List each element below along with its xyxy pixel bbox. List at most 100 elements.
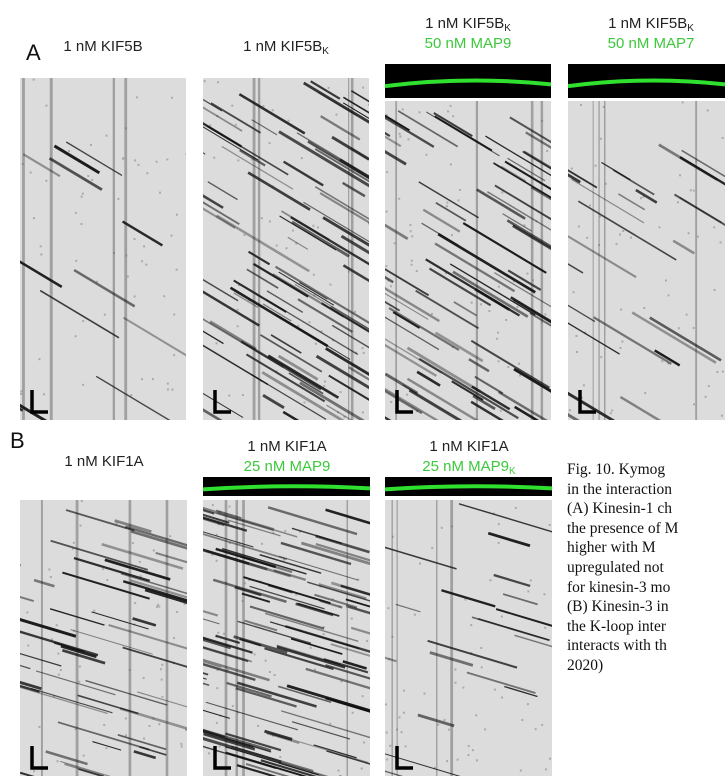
noise — [134, 602, 136, 604]
map-image — [385, 477, 552, 496]
noise — [722, 137, 724, 139]
noise — [237, 325, 239, 327]
noise — [462, 687, 464, 689]
noise — [399, 716, 401, 718]
noise — [352, 712, 354, 714]
title-text: 1 nM KIF1A — [429, 438, 508, 455]
noise — [132, 542, 134, 544]
noise — [475, 714, 477, 716]
noise — [317, 226, 319, 228]
kymograph-title: 1 nM KIF5B — [23, 38, 183, 55]
noise — [315, 343, 317, 345]
kymograph-background — [568, 101, 725, 420]
noise — [323, 385, 325, 387]
noise — [481, 666, 483, 668]
noise — [535, 728, 537, 730]
noise — [546, 150, 548, 152]
noise — [87, 175, 89, 177]
noise — [139, 561, 141, 563]
noise — [75, 335, 77, 337]
noise — [152, 378, 154, 380]
noise — [106, 579, 108, 581]
kymograph-title: 1 nM KIF5BK — [388, 15, 548, 34]
noise — [166, 158, 168, 160]
noise — [403, 712, 405, 714]
noise — [78, 681, 80, 683]
noise — [285, 247, 287, 249]
noise — [176, 214, 178, 216]
noise — [714, 289, 716, 291]
noise — [56, 624, 58, 626]
noise — [526, 273, 528, 275]
noise — [122, 157, 124, 159]
noise — [403, 690, 405, 692]
kymograph-title: 1 nM KIF5BK — [571, 15, 725, 34]
noise — [516, 306, 518, 308]
noise — [235, 124, 237, 126]
noise — [269, 142, 271, 144]
noise — [682, 101, 684, 103]
noise — [400, 731, 402, 733]
noise — [171, 389, 173, 391]
caption-line: (B) Kinesin-3 in — [567, 598, 669, 616]
kymograph-background — [20, 78, 186, 420]
noise — [470, 624, 472, 626]
caption-line: the K-loop inter — [567, 618, 666, 636]
noise — [398, 198, 400, 200]
microtubule-line — [385, 81, 551, 87]
noise — [520, 770, 522, 772]
map-image — [568, 64, 725, 98]
noise — [33, 770, 35, 772]
noise — [20, 393, 22, 395]
kymograph — [385, 500, 552, 776]
noise — [611, 409, 613, 411]
noise — [713, 226, 715, 228]
noise — [141, 260, 143, 262]
caption-line: Fig. 10. Kymog — [567, 461, 665, 479]
noise — [457, 199, 459, 201]
noise — [301, 157, 303, 159]
noise — [505, 319, 507, 321]
panel-label: B — [10, 428, 25, 454]
noise — [644, 392, 646, 394]
noise — [176, 611, 178, 613]
noise — [569, 409, 571, 411]
noise — [237, 159, 239, 161]
map-microtubule — [568, 64, 725, 98]
noise — [500, 410, 502, 412]
noise — [419, 563, 421, 565]
noise — [722, 371, 724, 373]
noise — [231, 105, 233, 107]
title-text: 1 nM KIF5B — [608, 15, 687, 32]
noise — [448, 729, 450, 731]
noise — [446, 760, 448, 762]
noise — [441, 527, 443, 529]
noise — [454, 669, 456, 671]
noise — [386, 758, 388, 760]
noise — [40, 253, 42, 255]
noise — [450, 105, 452, 107]
caption-line: (A) Kinesin-1 ch — [567, 500, 672, 518]
microtubule-line — [385, 486, 552, 489]
noise — [451, 234, 453, 236]
noise — [73, 542, 75, 544]
noise — [105, 135, 107, 137]
noise — [340, 391, 342, 393]
noise — [688, 232, 690, 234]
noise — [217, 632, 219, 634]
noise — [686, 314, 688, 316]
noise — [145, 264, 147, 266]
noise — [424, 693, 426, 695]
noise — [336, 114, 338, 116]
noise — [580, 104, 582, 106]
noise — [134, 238, 136, 240]
noise — [389, 745, 391, 747]
noise — [159, 192, 161, 194]
noise — [171, 97, 173, 99]
noise — [136, 96, 138, 98]
noise — [549, 758, 551, 760]
caption-line: the presence of M — [567, 520, 678, 538]
noise — [452, 115, 454, 117]
noise — [212, 504, 214, 506]
noise — [362, 87, 364, 89]
